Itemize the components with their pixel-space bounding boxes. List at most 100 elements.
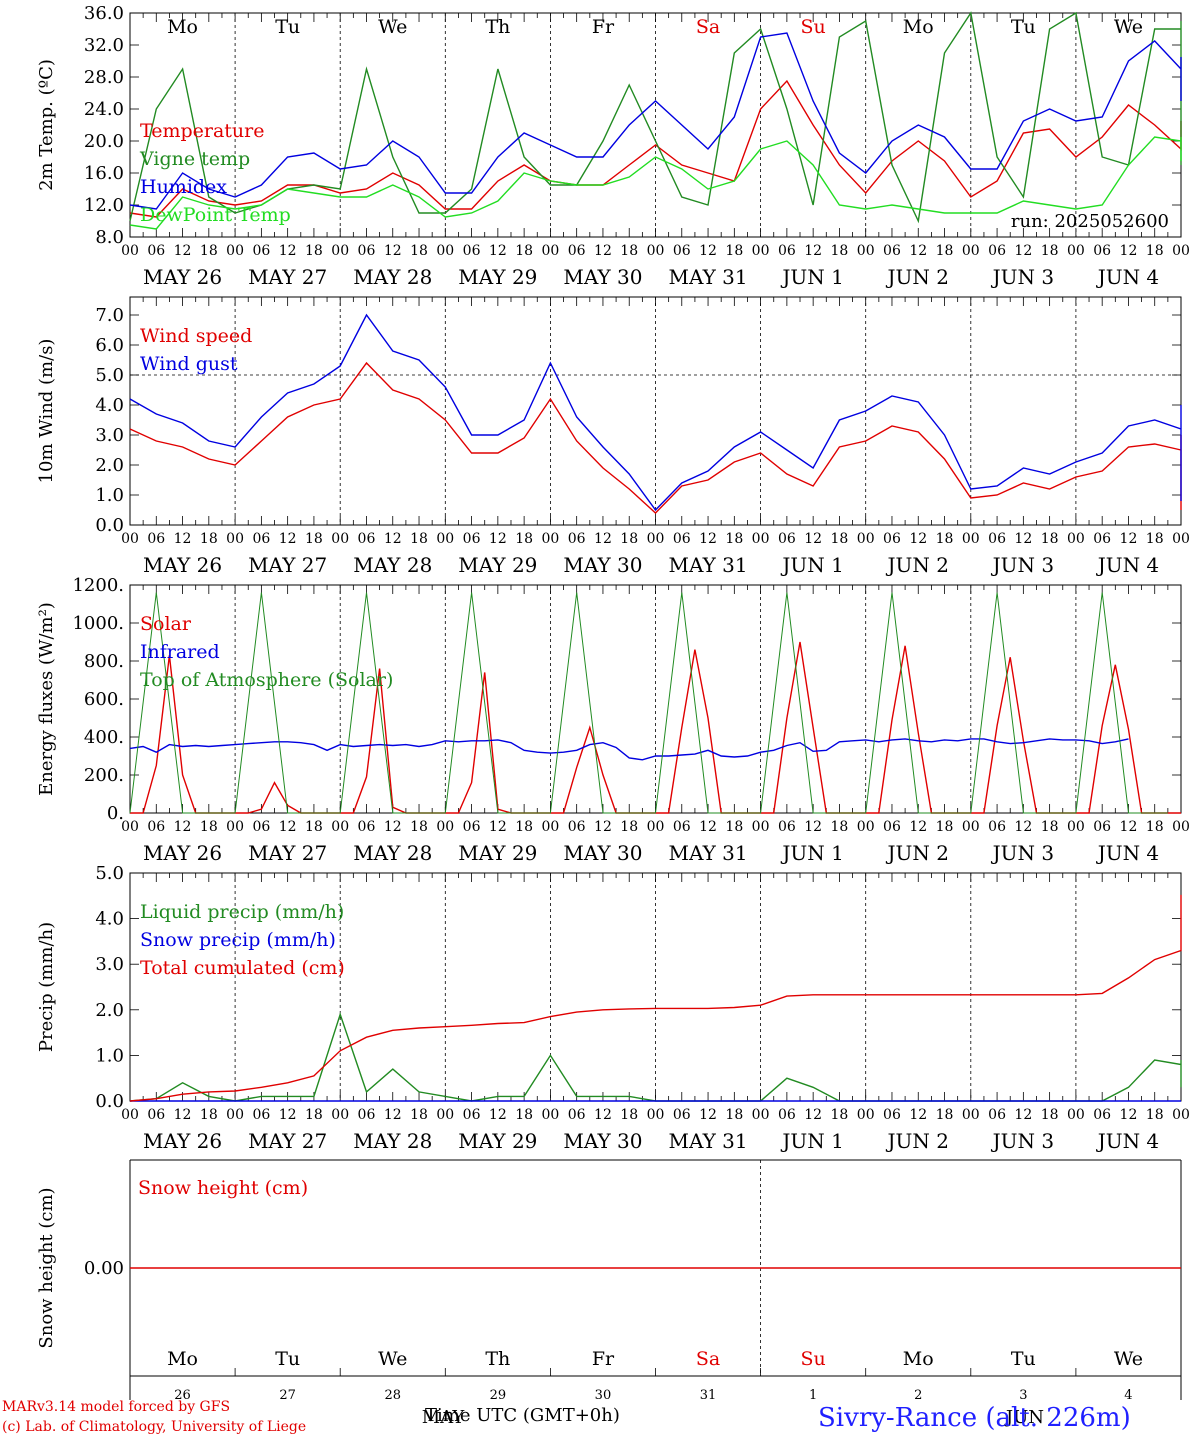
- hour-tick-label: 00: [226, 531, 244, 547]
- y-tick-label: 32.0: [84, 35, 124, 56]
- legend-entry: Solar: [140, 613, 192, 635]
- hour-tick-label: 12: [174, 819, 192, 835]
- hour-tick-label: 00: [752, 531, 770, 547]
- hour-tick-label: 06: [358, 531, 376, 547]
- y-tick-label: 36.0: [84, 3, 124, 24]
- series-line-dewpoint-temp: [129, 136, 1182, 230]
- date-label: MAY 27: [248, 553, 327, 577]
- day-number-label: 31: [700, 1388, 717, 1403]
- day-number-label: 28: [384, 1388, 401, 1403]
- date-label: MAY 29: [458, 841, 537, 865]
- hour-tick-label: 18: [515, 243, 533, 259]
- hour-tick-label: 18: [725, 243, 743, 259]
- date-label: MAY 30: [563, 841, 642, 865]
- hour-tick-label: 18: [725, 1107, 743, 1123]
- y-tick-label: 2.0: [95, 1000, 124, 1021]
- hour-tick-label: 06: [252, 531, 270, 547]
- date-label: MAY 28: [353, 553, 432, 577]
- hour-tick-label: 12: [699, 531, 717, 547]
- y-tick-label: 400.: [84, 727, 124, 748]
- hour-tick-label: 06: [147, 243, 165, 259]
- date-label: MAY 28: [353, 841, 432, 865]
- hour-tick-label: 06: [147, 819, 165, 835]
- hour-tick-label: 12: [174, 243, 192, 259]
- month-label: JUN: [1004, 1407, 1044, 1428]
- hour-tick-label: 12: [909, 819, 927, 835]
- hour-tick-label: 06: [252, 819, 270, 835]
- hour-tick-label: 00: [121, 243, 139, 259]
- hour-tick-label: 00: [436, 1107, 454, 1123]
- date-label: JUN 1: [780, 1129, 843, 1153]
- hour-tick-label: 00: [647, 819, 665, 835]
- hour-tick-label: 00: [331, 531, 349, 547]
- weekday-label: Fr: [592, 16, 615, 38]
- y-tick-label: 6.0: [95, 335, 124, 356]
- hour-tick-label: 06: [988, 243, 1006, 259]
- hour-tick-label: 06: [988, 531, 1006, 547]
- hour-tick-label: 00: [541, 1107, 559, 1123]
- hour-tick-label: 12: [489, 819, 507, 835]
- hour-tick-label: 18: [305, 819, 323, 835]
- day-number-label: 27: [279, 1388, 296, 1403]
- hour-tick-label: 06: [673, 819, 691, 835]
- hour-tick-label: 18: [936, 819, 954, 835]
- hour-tick-label: 00: [1172, 531, 1190, 547]
- weekday-label: Sa: [696, 1348, 720, 1370]
- date-label: JUN 3: [991, 553, 1054, 577]
- date-label: MAY 30: [563, 553, 642, 577]
- hour-tick-label: 18: [936, 243, 954, 259]
- hour-tick-label: 06: [883, 819, 901, 835]
- date-label: MAY 27: [248, 1129, 327, 1153]
- hour-tick-label: 18: [515, 819, 533, 835]
- hour-tick-label: 06: [673, 531, 691, 547]
- panel-3: [129, 584, 1182, 814]
- hour-tick-label: 00: [647, 1107, 665, 1123]
- hour-tick-label: 18: [410, 819, 428, 835]
- hour-tick-label: 12: [384, 1107, 402, 1123]
- date-label: MAY 31: [668, 841, 747, 865]
- date-label: MAY 26: [143, 265, 222, 289]
- hour-tick-label: 18: [936, 531, 954, 547]
- weekday-label: Fr: [592, 1348, 615, 1370]
- hour-tick-label: 06: [883, 243, 901, 259]
- hour-tick-label: 00: [1172, 1107, 1190, 1123]
- y-tick-label: 7.0: [95, 305, 124, 326]
- hour-tick-label: 18: [305, 1107, 323, 1123]
- hour-tick-label: 12: [1120, 531, 1138, 547]
- legend-entry: DewPoint Temp: [140, 204, 291, 226]
- hour-tick-label: 00: [121, 819, 139, 835]
- legend-entry: Vigne temp: [139, 148, 250, 170]
- hour-tick-label: 06: [358, 1107, 376, 1123]
- hour-tick-label: 00: [226, 819, 244, 835]
- hour-tick-label: 12: [174, 1107, 192, 1123]
- hour-tick-label: 12: [279, 243, 297, 259]
- hour-tick-label: 00: [962, 1107, 980, 1123]
- y-axis-title: Snow height (cm): [36, 1187, 57, 1348]
- date-label: MAY 31: [668, 1129, 747, 1153]
- weekday-label: We: [1114, 1348, 1143, 1370]
- hour-tick-label: 00: [752, 243, 770, 259]
- date-label: JUN 4: [1096, 841, 1159, 865]
- hour-tick-label: 00: [121, 531, 139, 547]
- date-label: JUN 2: [886, 1129, 949, 1153]
- hour-tick-label: 18: [620, 531, 638, 547]
- hour-tick-label: 06: [358, 819, 376, 835]
- y-tick-label: 8.0: [95, 227, 124, 248]
- hour-tick-label: 12: [804, 531, 822, 547]
- hour-tick-label: 00: [962, 243, 980, 259]
- hour-tick-label: 12: [804, 819, 822, 835]
- panel-2: [129, 296, 1182, 526]
- date-label: JUN 4: [1096, 553, 1159, 577]
- y-tick-label: 1200.: [72, 575, 124, 596]
- hour-tick-label: 12: [804, 243, 822, 259]
- hour-tick-label: 06: [568, 531, 586, 547]
- hour-tick-label: 12: [594, 243, 612, 259]
- weekday-label: Mo: [167, 16, 198, 38]
- date-label: JUN 3: [991, 841, 1054, 865]
- hour-tick-label: 06: [147, 531, 165, 547]
- weekday-label: Mo: [167, 1348, 198, 1370]
- hour-tick-label: 06: [252, 243, 270, 259]
- hour-tick-label: 06: [568, 819, 586, 835]
- hour-tick-label: 12: [1014, 1107, 1032, 1123]
- date-label: MAY 26: [143, 553, 222, 577]
